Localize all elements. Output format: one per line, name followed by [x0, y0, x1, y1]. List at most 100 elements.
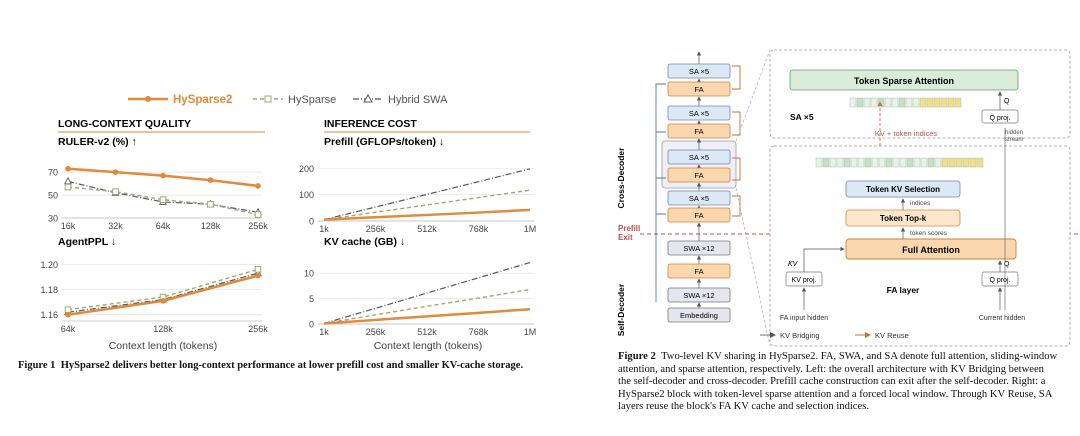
series-line-hysparse	[323, 288, 531, 325]
indices-label: indices	[910, 200, 931, 207]
q-proj-label-bottom: Q proj.	[989, 277, 1010, 284]
figure2-caption-text: Two-level KV sharing in HySparse2. FA, S…	[618, 351, 1058, 413]
token-cell	[906, 157, 914, 168]
data-point	[160, 172, 166, 179]
token-cell	[919, 97, 927, 108]
token-cell	[976, 157, 984, 168]
sa-block-label: SA ×5	[689, 109, 709, 118]
figure2-caption-label: Figure 2	[618, 351, 656, 362]
data-point	[64, 306, 72, 313]
x-tick-label: 64k	[156, 221, 171, 231]
legend-label-hysparse: HySparse	[288, 94, 336, 106]
token-scores-label: token scores	[910, 230, 948, 237]
token-cell	[864, 157, 872, 168]
token-cell	[955, 157, 963, 168]
cross-decoder-label: Cross-Decoder	[616, 147, 626, 209]
token-cell	[948, 157, 956, 168]
data-point	[159, 196, 167, 203]
sa-block-label: SA ×5	[689, 67, 709, 76]
legend-marker-hysparse	[264, 95, 272, 103]
kv-bridging-path	[655, 83, 666, 302]
data-point	[255, 272, 261, 279]
y-tick-label: 1.18	[40, 285, 58, 295]
y-tick-label: 70	[48, 168, 58, 178]
x-tick-label: 512k	[417, 224, 437, 234]
token-cell	[934, 157, 942, 168]
x-tick-label: 128k	[153, 324, 173, 334]
y-tick-label: 0	[309, 320, 314, 330]
token-cell	[836, 157, 844, 168]
fa-block-label: FA	[694, 85, 703, 94]
figure1-charts: HySparse2 HySparse Hybrid SWA LONG-CONTE…	[40, 93, 537, 352]
x-tick-label: 1M	[524, 224, 537, 234]
token-cell	[913, 157, 921, 168]
kv-token-indices-label: KV + token indices	[875, 129, 938, 138]
x-tick-label: 128k	[201, 221, 221, 231]
legend-label-hybrid-swa: Hybrid SWA	[388, 94, 448, 106]
token-cell	[933, 97, 941, 108]
chart-ruler-v2: RULER-v2 (%) ↑ 30 50 70 16k 32k 64k 128k 256k	[48, 136, 268, 231]
legend: HySparse2 HySparse Hybrid SWA	[128, 93, 448, 106]
data-point	[207, 200, 214, 208]
figure2-diagram: Cross-Decoder Self-Decoder Prefill Exit …	[616, 49, 1080, 347]
token-kv-selection-box	[845, 180, 961, 198]
data-point	[255, 183, 261, 189]
full-attention-box	[845, 238, 1017, 260]
token-strip-top	[849, 97, 962, 108]
sa-block	[667, 105, 731, 121]
series-line-hybrid-swa	[323, 168, 531, 221]
sa-detail-box	[769, 49, 1071, 139]
fa-block-label: FA	[694, 211, 703, 220]
kv-reuse-paths	[732, 65, 741, 217]
token-cell	[892, 157, 900, 168]
data-point	[112, 169, 119, 175]
token-cell	[927, 157, 935, 168]
token-cell	[870, 97, 878, 108]
fa-block-label: FA	[694, 267, 703, 276]
x-tick-label: 16k	[61, 221, 76, 231]
fa-block	[667, 167, 731, 183]
token-strip-mid	[815, 157, 984, 168]
embedding-block-label: Embedding	[680, 311, 718, 320]
hidden-stream-line-2: stream	[1005, 137, 1023, 143]
x-tick-label: 256k	[366, 224, 386, 234]
token-cell	[962, 157, 970, 168]
data-point	[254, 266, 262, 273]
y-tick-label: 100	[299, 190, 314, 200]
chart-title-kv-cache: KV cache (GB) ↓	[324, 236, 405, 248]
data-point	[112, 188, 119, 195]
fa-block-label: FA	[694, 127, 703, 136]
token-cell	[891, 97, 899, 108]
y-tick-label: 5	[309, 294, 314, 304]
data-point	[64, 183, 72, 191]
data-point	[65, 165, 71, 172]
xlabel-right: Context length (tokens)	[374, 340, 483, 352]
q-label-bottom: Q	[1004, 261, 1010, 268]
data-point	[160, 298, 166, 304]
series-line-hysparse2	[323, 208, 531, 221]
fa-block	[667, 123, 731, 139]
figure1-caption-label: Figure 1	[18, 360, 56, 371]
swa-block-label: SWA ×12	[683, 244, 714, 253]
kv-proj-label: KV proj.	[792, 277, 817, 284]
y-tick-label: 1.20	[40, 260, 58, 270]
x-tick-label: 768k	[469, 224, 489, 234]
swa-block	[667, 240, 731, 256]
layer-stack: SA ×5 FA SA ×5 FA SA ×5 FA SA ×5 FA SWA ×12 FA SWA…	[667, 51, 731, 323]
token-topk-label: Token Top-k	[880, 214, 927, 223]
token-sparse-attention-label: Token Sparse Attention	[854, 76, 954, 86]
series-line-hysparse2	[323, 308, 531, 325]
token-cell	[856, 97, 864, 108]
section-cost-header: INFERENCE COST	[324, 118, 417, 130]
token-cell	[884, 97, 892, 108]
fa-block	[667, 263, 731, 279]
token-cell	[941, 157, 949, 168]
x-tick-label: 256k	[366, 327, 386, 337]
x-tick-label: 768k	[469, 327, 489, 337]
self-decoder-label: Self-Decoder	[616, 283, 626, 336]
zoom-lines	[735, 49, 771, 347]
section-quality-header: LONG-CONTEXT QUALITY	[58, 118, 191, 130]
token-cell	[969, 157, 977, 168]
token-cell	[912, 97, 920, 108]
legend-kv-reuse-label: KV Reuse	[875, 331, 909, 340]
